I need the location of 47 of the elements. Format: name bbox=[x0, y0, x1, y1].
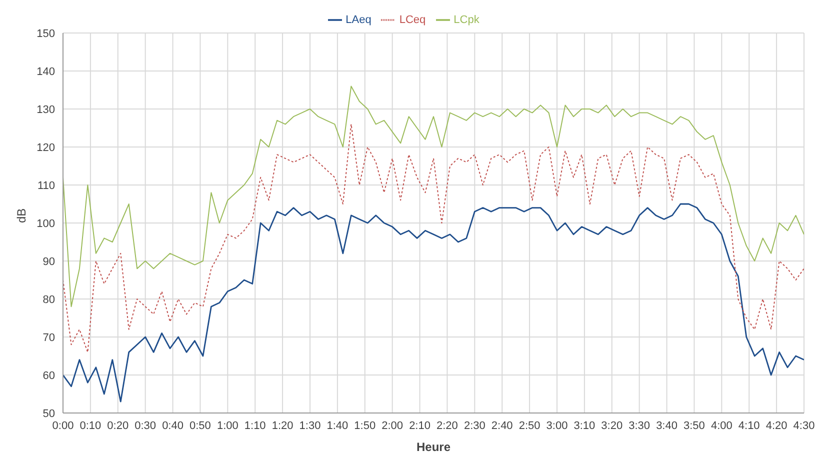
x-tick-label: 3:10 bbox=[574, 420, 596, 432]
line-series bbox=[63, 86, 804, 308]
y-tick-label: 110 bbox=[37, 180, 55, 192]
x-axis-title: Heure bbox=[416, 440, 451, 454]
x-tick-label: 0:40 bbox=[162, 420, 184, 432]
x-tick-label: 3:40 bbox=[656, 420, 678, 432]
y-tick-label: 70 bbox=[42, 332, 55, 344]
x-tick-label: 3:30 bbox=[628, 420, 650, 432]
x-tick-label: 4:00 bbox=[710, 420, 732, 432]
y-tick-label: 150 bbox=[36, 28, 55, 40]
legend-label: LCpk bbox=[454, 14, 480, 26]
x-tick-label: 4:10 bbox=[738, 420, 760, 432]
x-tick-label: 2:20 bbox=[436, 420, 458, 432]
legend-label: LAeq bbox=[346, 14, 372, 26]
line-series bbox=[63, 124, 804, 353]
x-tick-label: 0:00 bbox=[52, 420, 74, 432]
x-tick-label: 1:10 bbox=[244, 420, 266, 432]
x-tick-label: 0:20 bbox=[107, 420, 129, 432]
line-series bbox=[63, 203, 804, 402]
x-tick-label: 4:30 bbox=[793, 420, 815, 432]
y-tick-label: 130 bbox=[36, 104, 55, 116]
x-tick-label: 2:00 bbox=[382, 420, 404, 432]
x-tick-label: 3:00 bbox=[546, 420, 568, 432]
x-tick-label: 0:10 bbox=[80, 420, 102, 432]
x-tick-label: 2:40 bbox=[491, 420, 513, 432]
x-tick-label: 3:50 bbox=[684, 420, 705, 432]
x-tick-label: 1:30 bbox=[299, 420, 321, 432]
y-tick-label: 120 bbox=[36, 142, 55, 154]
y-tick-label: 90 bbox=[42, 256, 55, 268]
x-tick-label: 1:40 bbox=[326, 420, 348, 432]
y-tick-label: 100 bbox=[36, 218, 55, 230]
y-axis-title: dB bbox=[14, 208, 28, 223]
y-tick-label: 140 bbox=[36, 66, 55, 78]
legend-label: LCeq bbox=[399, 14, 426, 26]
x-tick-label: 2:50 bbox=[518, 420, 540, 432]
x-tick-label: 1:20 bbox=[272, 420, 294, 432]
y-tick-label: 80 bbox=[42, 294, 55, 306]
y-tick-label: 60 bbox=[42, 370, 55, 382]
x-tick-label: 0:50 bbox=[190, 420, 211, 432]
x-tick-label: 1:50 bbox=[354, 420, 376, 432]
x-tick-label: 0:30 bbox=[134, 420, 156, 432]
x-tick-label: 2:30 bbox=[464, 420, 486, 432]
x-tick-label: 4:20 bbox=[766, 420, 788, 432]
x-tick-label: 3:20 bbox=[601, 420, 623, 432]
x-tick-label: 2:10 bbox=[409, 420, 430, 432]
x-tick-label: 1:00 bbox=[216, 420, 238, 432]
y-tick-label: 50 bbox=[42, 408, 55, 420]
